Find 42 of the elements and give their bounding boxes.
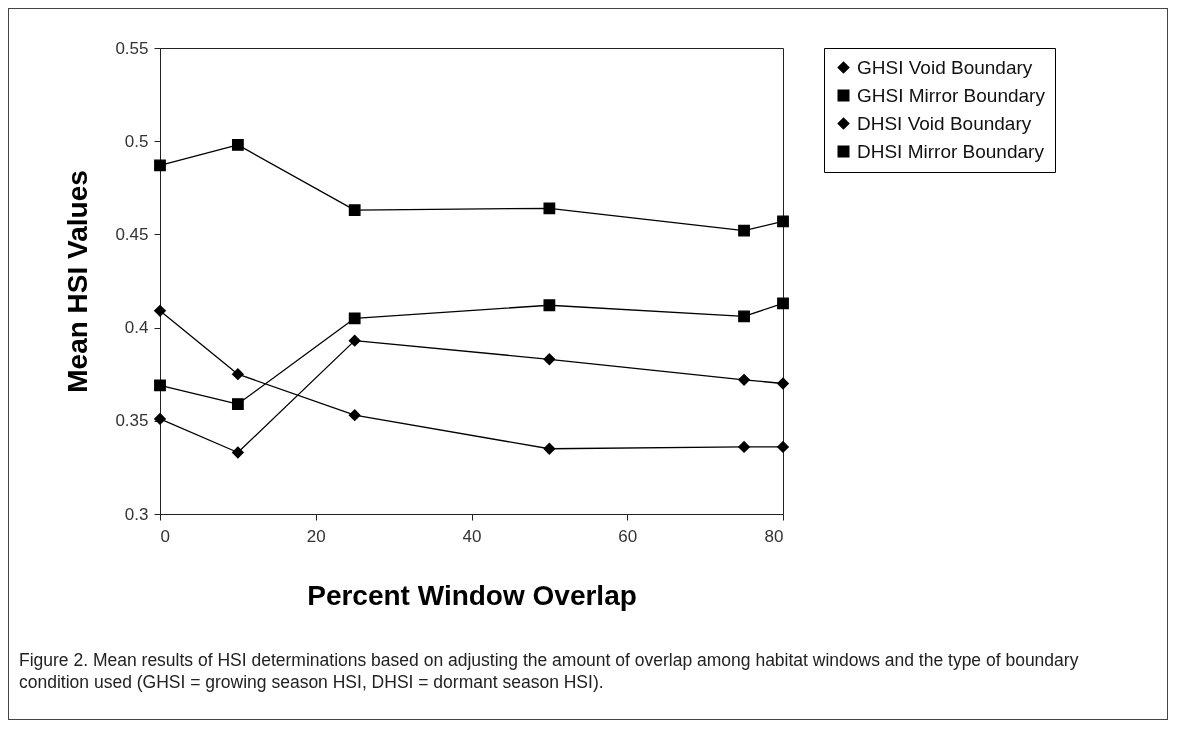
y-tick-label: 0.35 — [115, 411, 149, 431]
point — [777, 377, 789, 390]
point — [777, 441, 789, 453]
y-tick-label: 0.3 — [124, 504, 149, 524]
point — [154, 413, 166, 425]
point — [154, 304, 166, 317]
point — [348, 334, 361, 347]
x-tick-label: 20 — [306, 526, 326, 546]
point — [348, 409, 361, 422]
point — [231, 446, 244, 459]
point — [154, 159, 166, 172]
x-tick-label: 80 — [764, 526, 784, 546]
point — [777, 215, 789, 228]
legend-label: DHSI Void Boundary — [857, 112, 1032, 134]
y-tick-label: 0.55 — [115, 38, 149, 58]
point — [231, 139, 244, 151]
x-axis-title: Percent Window Overlap — [307, 579, 637, 611]
point — [231, 368, 244, 381]
point — [543, 299, 556, 312]
point — [231, 398, 244, 410]
point — [738, 224, 750, 237]
point — [154, 379, 166, 392]
point — [543, 202, 556, 215]
y-tick-label: 0.45 — [115, 224, 149, 244]
point — [738, 441, 750, 453]
x-tick-label: 0 — [160, 526, 170, 546]
point — [348, 204, 361, 217]
y-axis-title: Mean HSI Values — [62, 170, 94, 393]
x-tick-label: 60 — [618, 526, 638, 546]
legend-label: GHSI Mirror Boundary — [857, 84, 1046, 106]
point — [738, 310, 750, 323]
point — [777, 297, 789, 310]
caption: Figure 2. Mean results of HSI determinations based on adjusting the amount of overlap among habitat windows and the type of boundary condition used (GHSI = growing season HSI, DHSI = dormant season HSI). — [19, 649, 1080, 693]
legend-label: GHSI Void Boundary — [857, 56, 1033, 78]
point — [543, 353, 556, 366]
point — [543, 442, 556, 455]
point — [738, 373, 750, 386]
y-tick-label: 0.4 — [124, 318, 149, 338]
y-tick-label: 0.5 — [124, 131, 149, 151]
legend-label: DHSI Mirror Boundary — [857, 140, 1045, 162]
x-tick-label: 40 — [462, 526, 482, 546]
point — [348, 312, 361, 325]
